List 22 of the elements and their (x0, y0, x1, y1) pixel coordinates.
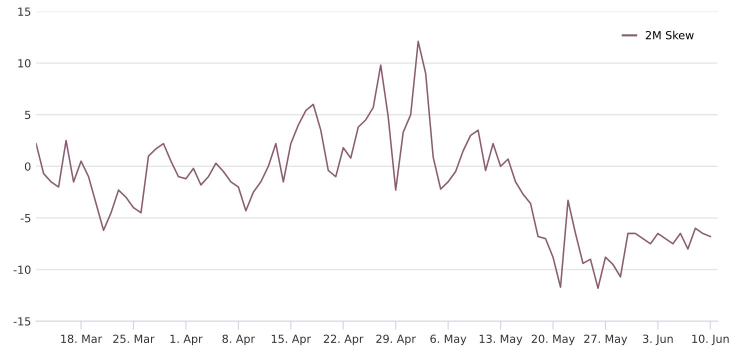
x-tick-label: 18. Mar (61, 334, 102, 343)
x-tick-label: 29. Apr (376, 334, 416, 346)
x-tick-label: 13. May (480, 334, 522, 346)
y-tick-label: 10 (18, 59, 31, 68)
y-tick-label: -15 (14, 317, 30, 326)
y-tick-label: 0 (24, 162, 31, 171)
x-tick-label: 22. Apr (324, 334, 364, 346)
y-tick-label: -5 (20, 214, 30, 222)
legend-label: 2M Skew (646, 30, 694, 40)
x-tick-label: 27. May (584, 334, 628, 346)
y-tick-label: -10 (14, 266, 31, 274)
x-tick-label: 1. Apr (170, 334, 203, 346)
y-tick-label: 5 (25, 110, 30, 120)
x-tick-label: 20. May (532, 334, 575, 346)
x-tick-label: 10. Jun (692, 334, 729, 346)
y-tick-label: 15 (18, 8, 30, 16)
x-tick-label: 25. Mar (113, 334, 155, 343)
x-tick-label: 8. Apr (222, 334, 256, 346)
x-tick-label: 6. May (430, 334, 466, 346)
x-tick-label: 3. Jun (643, 334, 673, 346)
x-tick-label: 15. Apr (272, 334, 312, 346)
line-series (36, 40, 712, 289)
